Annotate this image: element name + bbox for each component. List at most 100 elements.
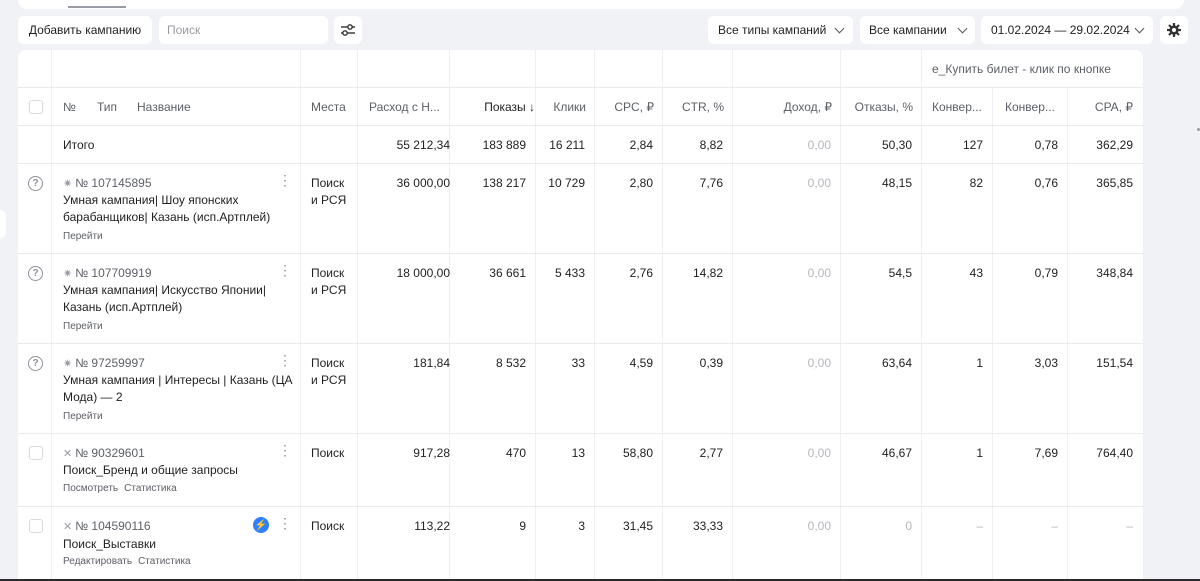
date-range-label: 01.02.2024 — 29.02.2024 — [991, 23, 1130, 37]
row-menu-icon[interactable]: ⋮ — [278, 262, 292, 278]
col-income[interactable]: Доход, ₽ — [783, 100, 832, 114]
cell-clicks: 13 — [571, 446, 585, 460]
cell-cpa: 151,54 — [1096, 356, 1133, 370]
col-bounces[interactable]: Отказы, % — [854, 100, 913, 114]
table-row[interactable]: ✕ № 90329601 ⋮ Поиск_Бренд и общие запрос… — [18, 434, 1143, 507]
help-icon[interactable]: ? — [28, 176, 43, 191]
cell-ctr: 0,39 — [699, 356, 723, 370]
statistics-link[interactable]: Статистика — [124, 483, 177, 494]
col-cpa[interactable]: CPA, ₽ — [1094, 100, 1133, 114]
cell-conversions: 43 — [969, 266, 983, 280]
select-all-checkbox[interactable] — [29, 100, 43, 114]
col-type[interactable]: Тип — [97, 100, 118, 114]
cell-conversion-rate: – — [1051, 519, 1058, 533]
cell-conversion-rate: 0,79 — [1034, 266, 1058, 280]
table-row[interactable]: ? ✷ № 107145895 ⋮ Умная кампания| Шоу япо… — [18, 164, 1143, 254]
col-num[interactable]: № — [63, 100, 76, 114]
cell-conversion-rate: 0,76 — [1034, 176, 1058, 190]
toolbar: Добавить кампанию Все типы кампаний Все … — [18, 16, 1188, 44]
col-places[interactable]: Места — [311, 100, 346, 114]
goto-link[interactable]: Перейти — [63, 321, 103, 332]
campaigns-table: e_Купить билет - клик по кнопке № Тип На… — [18, 50, 1143, 581]
col-ctr[interactable]: CTR, % — [682, 100, 724, 114]
total-cpc: 2,84 — [629, 138, 653, 152]
side-panel-handle[interactable] — [0, 210, 6, 238]
table-row[interactable]: ? ✷ № 97259997 ⋮ Умная кампания | Интерес… — [18, 344, 1143, 434]
campaign-id[interactable]: ✷ № 107145895 — [63, 176, 152, 190]
col-cpc[interactable]: CPC, ₽ — [614, 100, 654, 114]
cell-bounces: 46,67 — [881, 446, 912, 460]
campaign-name[interactable]: Поиск_Бренд и общие запросы — [63, 463, 238, 477]
cell-cpc: 4,59 — [629, 356, 653, 370]
campaign-id[interactable]: ✕ № 90329601 — [63, 446, 145, 460]
col-conversions[interactable]: Конвер... — [932, 100, 982, 114]
campaign-id[interactable]: ✷ № 107709919 — [63, 266, 152, 280]
campaigns-dropdown[interactable]: Все кампании — [860, 16, 975, 44]
edit-link[interactable]: Редактировать — [63, 556, 133, 567]
cell-impressions: 9 — [519, 519, 526, 533]
help-icon[interactable]: ? — [28, 266, 43, 281]
goto-link[interactable]: Перейти — [63, 411, 103, 422]
active-tab-indicator — [68, 6, 126, 8]
cell-ctr: 7,76 — [699, 176, 723, 190]
total-income: 0,00 — [807, 138, 831, 152]
col-clicks[interactable]: Клики — [553, 100, 586, 114]
cell-clicks: 33 — [571, 356, 585, 370]
statistics-link[interactable]: Статистика — [138, 556, 191, 567]
table-row[interactable]: ✕ № 104590116 ⚡ ⋮ Поиск_Выставки Редактир… — [18, 507, 1143, 581]
cell-ctr: 33,33 — [692, 519, 723, 533]
cell-ctr: 2,77 — [699, 446, 723, 460]
total-ctr: 8,82 — [699, 138, 723, 152]
col-conversion-rate[interactable]: Конвер... — [1005, 100, 1055, 114]
add-campaign-button[interactable]: Добавить кампанию — [18, 16, 152, 44]
campaign-types-label: Все типы кампаний — [718, 23, 827, 37]
row-checkbox[interactable] — [29, 446, 43, 460]
campaign-id[interactable]: ✕ № 104590116 — [63, 519, 151, 533]
view-link[interactable]: Посмотреть — [63, 483, 119, 494]
col-spend[interactable]: Расход с Н... — [369, 100, 440, 114]
search-input[interactable] — [159, 16, 328, 44]
cell-clicks: 5 433 — [554, 266, 585, 280]
total-cpa: 362,29 — [1096, 138, 1133, 152]
filter-settings-button[interactable] — [334, 16, 362, 44]
cell-spend: 18 000,00 — [396, 266, 450, 280]
row-menu-icon[interactable]: ⋮ — [278, 442, 292, 458]
cell-conversions: 1 — [976, 356, 983, 370]
cell-cpa: 365,85 — [1096, 176, 1133, 190]
date-range-picker[interactable]: 01.02.2024 — 29.02.2024 — [981, 16, 1153, 44]
lightning-icon[interactable]: ⚡ — [253, 517, 269, 533]
settings-button[interactable] — [1160, 16, 1188, 44]
cell-income: 0,00 — [807, 266, 831, 280]
goto-link[interactable]: Перейти — [63, 231, 103, 242]
campaign-types-dropdown[interactable]: Все типы кампаний — [708, 16, 853, 44]
column-header-row: № Тип Название Места Расход с Н... Показ… — [18, 88, 1143, 126]
row-menu-icon[interactable]: ⋮ — [278, 172, 292, 188]
cell-income: 0,00 — [807, 519, 831, 533]
campaign-id-text: № 107145895 — [75, 176, 152, 190]
search-campaign-icon: ✕ — [63, 448, 73, 460]
help-icon[interactable]: ? — [28, 356, 43, 371]
search-campaign-icon: ✕ — [63, 521, 73, 533]
cell-bounces: 54,5 — [888, 266, 912, 280]
campaign-places: Поиск — [311, 519, 345, 533]
col-name[interactable]: Название — [137, 100, 191, 114]
campaign-id[interactable]: ✷ № 97259997 — [63, 356, 145, 370]
cell-cpc: 31,45 — [622, 519, 653, 533]
campaign-name[interactable]: Поиск_Выставки — [63, 537, 156, 551]
campaign-name[interactable]: Умная кампания| Шоу японских барабанщико… — [63, 193, 271, 224]
cell-impressions: 138 217 — [482, 176, 526, 190]
campaign-id-text: № 90329601 — [75, 446, 145, 460]
row-menu-icon[interactable]: ⋮ — [278, 515, 292, 531]
campaign-name[interactable]: Умная кампания| Искусство Японии| Казань… — [63, 283, 266, 314]
cell-cpa: 764,40 — [1096, 446, 1133, 460]
campaign-links: Редактировать Статистика — [63, 556, 197, 567]
campaign-name[interactable]: Умная кампания | Интересы | Казань (ЦА М… — [63, 373, 293, 404]
row-checkbox[interactable] — [29, 519, 43, 533]
chevron-down-icon — [834, 23, 845, 33]
table-row[interactable]: ? ✷ № 107709919 ⋮ Умная кампания| Искусст… — [18, 254, 1143, 344]
col-impressions[interactable]: Показы ↓ — [484, 100, 535, 114]
chevron-down-icon — [957, 23, 968, 33]
cell-impressions: 36 661 — [489, 266, 526, 280]
cell-cpa: 348,84 — [1096, 266, 1133, 280]
row-menu-icon[interactable]: ⋮ — [278, 352, 292, 368]
